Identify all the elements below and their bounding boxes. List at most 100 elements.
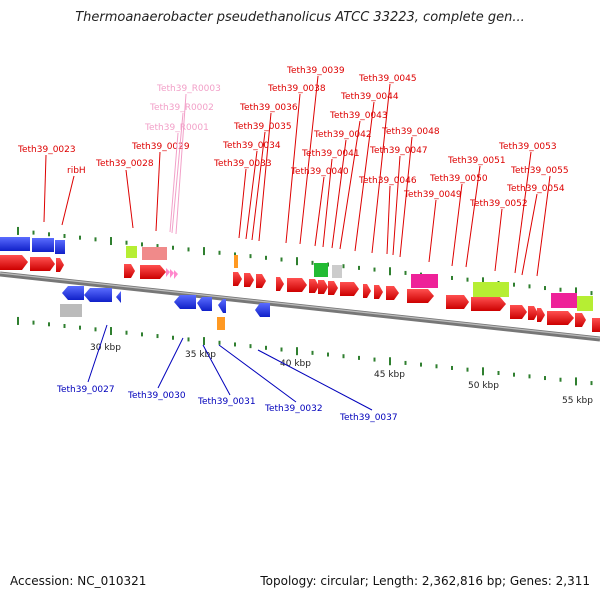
- feature-box[interactable]: [55, 240, 65, 254]
- reverse-gene[interactable]: [255, 303, 270, 317]
- forward-gene[interactable]: [575, 313, 586, 327]
- forward-gene-label[interactable]: ribH: [67, 166, 86, 176]
- kbp-label: 45 kbp: [374, 370, 405, 380]
- forward-gene-label[interactable]: Teth39_0052: [469, 199, 528, 209]
- forward-gene-label[interactable]: Teth39_0050: [429, 174, 488, 184]
- reverse-gene-label[interactable]: Teth39_0030: [127, 391, 186, 401]
- leader-line: [386, 185, 391, 255]
- feature-box[interactable]: [126, 246, 137, 258]
- rrna-gene-label[interactable]: Teth39_R0003: [156, 84, 221, 94]
- reverse-gene[interactable]: [174, 295, 196, 309]
- leader-line: [257, 349, 373, 411]
- leader-line: [171, 112, 184, 234]
- feature-box[interactable]: [551, 293, 577, 308]
- forward-gene-label[interactable]: Teth39_0034: [222, 141, 281, 151]
- forward-gene-label[interactable]: Teth39_0049: [403, 190, 462, 200]
- forward-gene[interactable]: [256, 274, 266, 288]
- forward-gene[interactable]: [363, 284, 371, 298]
- feature-box[interactable]: [142, 247, 167, 260]
- accession-text: Accession: NC_010321: [10, 574, 147, 588]
- forward-gene[interactable]: [287, 278, 307, 292]
- forward-gene[interactable]: [30, 257, 55, 271]
- rrna-gene[interactable]: [170, 269, 174, 278]
- reverse-gene[interactable]: [84, 288, 112, 302]
- feature-box[interactable]: [32, 238, 54, 252]
- forward-gene-label[interactable]: Teth39_0040: [290, 167, 349, 177]
- rrna-gene-label[interactable]: Teth39_R0002: [149, 103, 214, 113]
- reverse-gene[interactable]: [62, 286, 84, 300]
- reverse-gene[interactable]: [116, 291, 121, 303]
- forward-gene[interactable]: [0, 255, 28, 270]
- reverse-gene[interactable]: [197, 297, 212, 311]
- reverse-gene-label[interactable]: Teth39_0027: [56, 385, 115, 395]
- forward-gene[interactable]: [374, 285, 383, 299]
- rrna-gene[interactable]: [166, 268, 170, 277]
- leader-line: [451, 183, 463, 267]
- feature-box[interactable]: [332, 265, 342, 278]
- forward-gene-label[interactable]: Teth39_0053: [498, 142, 557, 152]
- forward-gene[interactable]: [547, 311, 574, 325]
- forward-gene-label[interactable]: Teth39_0054: [506, 184, 565, 194]
- forward-gene[interactable]: [124, 264, 135, 278]
- feature-box[interactable]: [577, 296, 593, 311]
- leader-line: [61, 175, 75, 226]
- forward-gene[interactable]: [446, 295, 469, 309]
- forward-gene[interactable]: [309, 279, 319, 293]
- forward-gene[interactable]: [340, 282, 359, 296]
- forward-gene[interactable]: [140, 265, 166, 279]
- rrna-gene-label[interactable]: Teth39_R0001: [144, 123, 209, 133]
- feature-box[interactable]: [411, 274, 438, 288]
- forward-gene-label[interactable]: Teth39_0023: [17, 145, 76, 155]
- forward-gene-label[interactable]: Teth39_0035: [233, 122, 292, 132]
- forward-gene[interactable]: [233, 272, 242, 286]
- forward-gene[interactable]: [471, 297, 506, 311]
- forward-gene[interactable]: [528, 306, 538, 320]
- forward-gene[interactable]: [510, 305, 527, 319]
- feature-box[interactable]: [0, 237, 14, 251]
- reverse-feature-box[interactable]: [60, 304, 82, 317]
- forward-gene[interactable]: [56, 258, 64, 272]
- forward-gene[interactable]: [386, 286, 399, 300]
- leader-line: [521, 193, 538, 276]
- reverse-gene-label[interactable]: Teth39_0037: [339, 413, 398, 423]
- reverse-gene[interactable]: [218, 299, 226, 313]
- forward-gene-label[interactable]: Teth39_0041: [301, 149, 360, 159]
- leader-line: [202, 344, 231, 396]
- leader-line: [218, 344, 297, 403]
- leader-line: [238, 168, 247, 239]
- forward-gene[interactable]: [318, 280, 328, 294]
- feature-box[interactable]: [14, 237, 30, 251]
- feature-box[interactable]: [473, 282, 509, 297]
- forward-gene-label[interactable]: Teth39_0039: [286, 66, 345, 76]
- forward-gene[interactable]: [407, 289, 434, 303]
- forward-gene-label[interactable]: Teth39_0045: [358, 74, 417, 84]
- reverse-feature-box[interactable]: [217, 317, 225, 330]
- rrna-gene[interactable]: [174, 270, 178, 279]
- forward-gene-label[interactable]: Teth39_0042: [313, 130, 372, 140]
- forward-gene-label[interactable]: Teth39_0047: [369, 146, 428, 156]
- forward-gene-label[interactable]: Teth39_0044: [340, 92, 399, 102]
- forward-gene-label[interactable]: Teth39_0038: [267, 84, 326, 94]
- feature-box[interactable]: [234, 255, 238, 268]
- forward-gene[interactable]: [244, 273, 254, 287]
- leader-line: [155, 151, 161, 232]
- forward-gene-label[interactable]: Teth39_0028: [95, 159, 154, 169]
- forward-gene-label[interactable]: Teth39_0033: [213, 159, 272, 169]
- forward-gene-label[interactable]: Teth39_0051: [447, 156, 506, 166]
- forward-gene[interactable]: [328, 281, 338, 295]
- forward-gene-label[interactable]: Teth39_0048: [381, 127, 440, 137]
- forward-gene-label[interactable]: Teth39_0036: [239, 103, 298, 113]
- leader-line: [285, 93, 301, 244]
- forward-gene[interactable]: [537, 308, 545, 322]
- forward-gene-label[interactable]: Teth39_0029: [131, 142, 190, 152]
- reverse-gene-label[interactable]: Teth39_0031: [197, 397, 256, 407]
- reverse-gene-label[interactable]: Teth39_0032: [264, 404, 323, 414]
- leader-line: [245, 150, 258, 240]
- feature-box[interactable]: [314, 263, 328, 277]
- forward-gene-label[interactable]: Teth39_0043: [329, 111, 388, 121]
- leader-line: [514, 151, 532, 274]
- forward-gene[interactable]: [592, 318, 600, 332]
- forward-gene[interactable]: [276, 277, 284, 291]
- forward-gene-label[interactable]: Teth39_0055: [510, 166, 569, 176]
- forward-gene-label[interactable]: Teth39_0046: [358, 176, 417, 186]
